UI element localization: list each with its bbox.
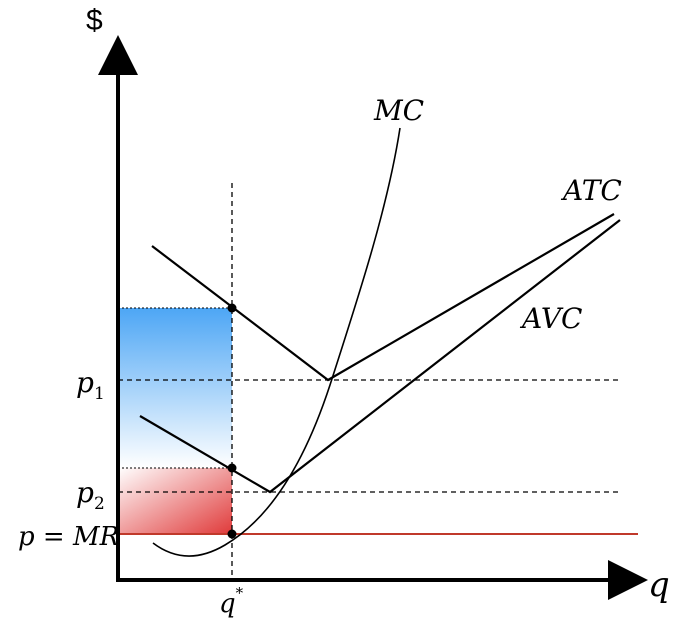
- p-mr-label: p = MR: [18, 522, 119, 552]
- x-axis-label: q: [648, 565, 670, 605]
- p1-label: p1: [76, 366, 105, 404]
- avc-label: AVC: [519, 302, 582, 335]
- mc-curve: [152, 127, 401, 557]
- point-avc-at-q: [227, 463, 237, 473]
- atc-curve: [151, 213, 615, 382]
- q-star-label: q*: [219, 584, 244, 619]
- point-mr-at-q: [227, 529, 237, 539]
- loss-area-red: [118, 468, 232, 534]
- mc-label: MC: [373, 94, 424, 127]
- atc-label: ATC: [560, 174, 622, 207]
- avc-curve: [139, 219, 621, 494]
- p2-label: p2: [76, 476, 105, 514]
- point-atc-at-q: [227, 303, 237, 313]
- loss-area-blue: [118, 308, 232, 468]
- y-axis-label: $: [86, 4, 103, 37]
